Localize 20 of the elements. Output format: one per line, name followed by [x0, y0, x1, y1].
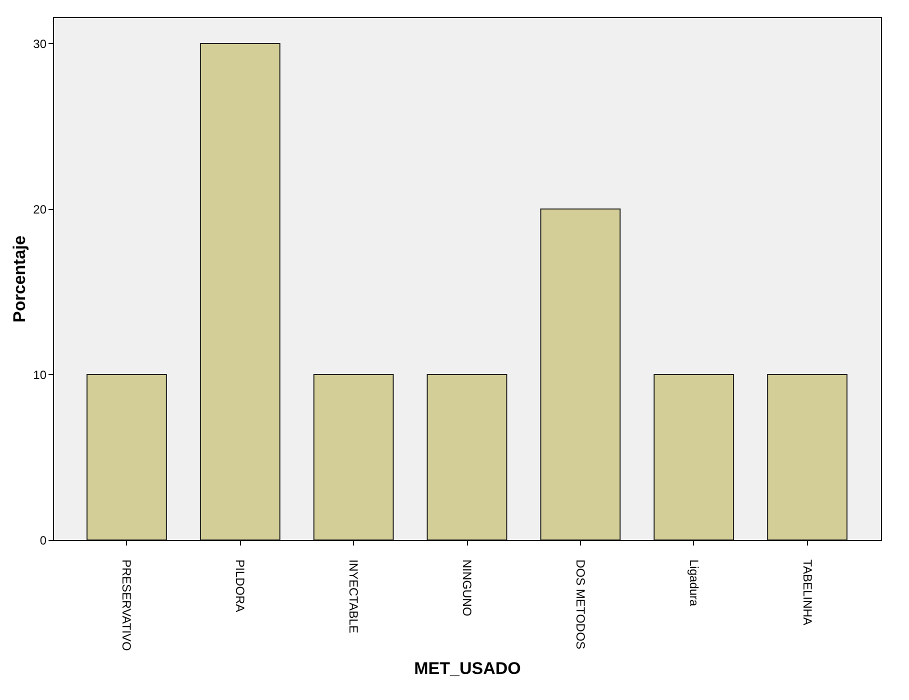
- x-tick-label: TABELINHA: [800, 560, 814, 626]
- bar: [540, 208, 621, 540]
- bar: [654, 374, 734, 540]
- bar: [426, 374, 508, 540]
- y-tick-label: 10: [33, 368, 47, 382]
- bar: [767, 374, 848, 540]
- bar: [86, 374, 167, 540]
- y-tick-label: 30: [33, 36, 47, 51]
- bar: [200, 42, 280, 540]
- x-axis-title: MET_USADO: [414, 658, 521, 678]
- x-tick-label: NINGUNO: [460, 560, 474, 616]
- y-tick-label: 0: [40, 534, 47, 548]
- y-axis-title: Porcentaje: [10, 236, 30, 322]
- x-tick-label: DOS METODOS: [573, 560, 588, 650]
- x-tick-label: PRESERVATIVO: [120, 560, 134, 651]
- bar: [313, 374, 394, 540]
- x-tick-label: PILDORA: [233, 560, 248, 612]
- y-tick-label: 20: [33, 202, 47, 216]
- x-tick-label: INYECTABLE: [346, 560, 361, 634]
- x-tick-label: Ligadura: [686, 560, 701, 607]
